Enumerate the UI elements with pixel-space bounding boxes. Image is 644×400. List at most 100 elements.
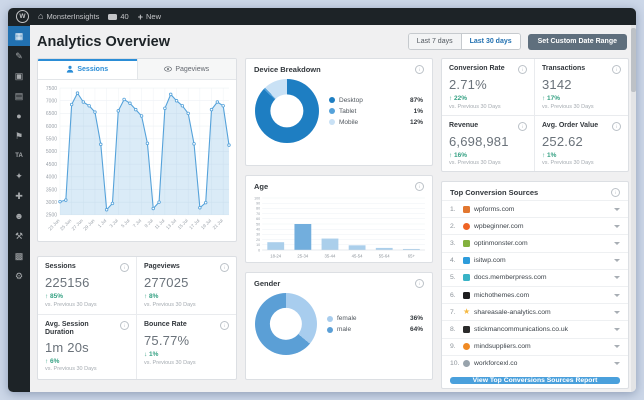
sidebar-item-feedback[interactable]: ⚑ (8, 126, 30, 146)
eye-icon (164, 66, 173, 72)
info-icon[interactable] (612, 121, 621, 131)
donut-hole (269, 307, 303, 341)
chevron-down-icon[interactable] (614, 276, 620, 280)
stat-change: ↑ 22% (449, 95, 468, 102)
new-menu[interactable]: + New (138, 12, 161, 22)
comments-menu[interactable]: 40 (108, 12, 129, 21)
sidebar-item-comments[interactable]: ● (8, 106, 30, 126)
chevron-down-icon[interactable] (614, 362, 620, 366)
stat-sub: vs. Previous 30 Days (542, 160, 594, 166)
favicon-icon (463, 291, 470, 299)
source-rank: 2. (450, 222, 456, 230)
svg-text:90: 90 (256, 202, 260, 206)
chevron-down-icon[interactable] (614, 241, 620, 245)
svg-text:18-24: 18-24 (270, 254, 282, 259)
sidebar-item-pages[interactable]: ▤ (8, 86, 30, 106)
source-row-wpforms-com[interactable]: 1. wpforms.com (442, 200, 628, 217)
info-icon[interactable] (415, 65, 424, 74)
star-favicon-icon: ★ (463, 307, 471, 317)
source-row-stickmancommunications-co-uk[interactable]: 8. stickmancommunications.co.uk (442, 320, 628, 337)
info-icon[interactable] (518, 121, 527, 131)
info-icon[interactable] (612, 65, 621, 74)
sidebar-item-posts[interactable]: ✎ (8, 46, 30, 66)
source-rank: 9. (450, 343, 456, 351)
sidebar-item-ta-plugin[interactable]: TA (8, 146, 30, 166)
legend-dot-icon (329, 108, 335, 114)
stat-card-head: Conversion Rate (449, 65, 527, 74)
stat-change: ↑ 85% (45, 293, 64, 300)
stat-card-head: Pageviews (144, 263, 229, 272)
legend-value: 12% (409, 118, 423, 126)
stat-title: Pageviews (144, 263, 180, 270)
site-menu[interactable]: ⌂ MonsterInsights (38, 11, 99, 22)
source-row-shareasale-analytics-com[interactable]: 7. ★ shareasale-analytics.com (442, 303, 628, 320)
stat-card-head: Bounce Rate (144, 321, 229, 331)
sidebar-item-insights[interactable]: ⚙ (8, 266, 30, 286)
set-custom-date-range-button[interactable]: Set Custom Date Range (527, 33, 627, 50)
info-icon[interactable] (518, 65, 527, 74)
legend-row-female: female 36% (327, 315, 423, 322)
device-donut-chart (255, 79, 319, 143)
sidebar-item-users[interactable]: ☻ (8, 206, 30, 226)
scrollbar-thumb[interactable] (631, 28, 636, 92)
sidebar-item-tools[interactable]: ⚒ (8, 226, 30, 246)
source-domain: docs.memberpress.com (474, 274, 547, 282)
sidebar-item-dashboard[interactable]: ▦ (8, 26, 30, 46)
stat-card-sessions: Sessions 225156 ↑ 85%vs. Previous 30 Days (38, 257, 137, 316)
legend-row-desktop: Desktop 87% (329, 97, 423, 104)
svg-text:4000: 4000 (46, 175, 57, 181)
source-domain: michothemes.com (474, 291, 530, 299)
source-rank: 10. (450, 360, 460, 368)
tab-pageviews[interactable]: Pageviews (136, 59, 237, 79)
stat-card-bounce-rate: Bounce Rate 75.77% ↓ 1%vs. Previous 30 Day… (137, 315, 236, 379)
chevron-down-icon[interactable] (614, 310, 620, 314)
svg-text:1 Jul: 1 Jul (97, 218, 107, 228)
chevron-down-icon[interactable] (614, 327, 620, 331)
tab-sessions[interactable]: Sessions (38, 59, 137, 79)
sidebar-item-settings[interactable]: ▩ (8, 246, 30, 266)
sidebar-item-plugins[interactable]: ✚ (8, 186, 30, 206)
scrollbar[interactable] (631, 25, 636, 392)
source-rank: 3. (450, 239, 456, 247)
comments-count: 40 (120, 12, 129, 21)
chevron-down-icon[interactable] (614, 345, 620, 349)
svg-text:80: 80 (256, 207, 260, 211)
info-icon[interactable] (220, 263, 229, 272)
stat-value: 6,698,981 (449, 133, 509, 149)
source-row-mindsuppliers-com[interactable]: 9. mindsuppliers.com (442, 337, 628, 355)
info-icon[interactable] (611, 188, 620, 197)
source-row-docs-memberpress-com[interactable]: 5. docs.memberpress.com (442, 268, 628, 286)
chevron-down-icon[interactable] (614, 293, 620, 297)
chevron-down-icon[interactable] (614, 207, 620, 211)
source-row-isitwp-com[interactable]: 4. isitwp.com (442, 251, 628, 269)
home-icon: ⌂ (38, 11, 44, 21)
dashboard-grid: Sessions Pageviews 2500 3000 3500 4000 4500 5… (37, 58, 629, 389)
favicon-icon (463, 274, 470, 282)
wordpress-logo-icon[interactable]: W (16, 10, 29, 23)
legend-dot-icon (329, 119, 335, 125)
stat-title: Avg. Session Duration (45, 321, 89, 336)
stat-change: ↓ 1% (144, 351, 159, 359)
source-row-workforcexl-co[interactable]: 10. workforcexl.co (442, 354, 628, 372)
stat-sub: vs. Previous 30 Days (45, 366, 97, 373)
info-icon[interactable] (220, 321, 229, 331)
last-30-days-button[interactable]: Last 30 days (461, 34, 520, 49)
info-icon[interactable] (415, 279, 424, 288)
device-donut-row: Desktop 87% Tablet 1% Mobile 12% (246, 77, 432, 151)
source-row-optinmonster-com[interactable]: 3. optinmonster.com (442, 234, 628, 251)
svg-text:4500: 4500 (46, 162, 57, 168)
gender-panel: Gender female 36% male 64% (245, 272, 433, 380)
info-icon[interactable] (120, 263, 129, 272)
sidebar-item-media[interactable]: ▣ (8, 66, 30, 86)
source-row-michothemes-com[interactable]: 6. michothemes.com (442, 285, 628, 303)
source-row-wpbeginner-com[interactable]: 2. wpbeginner.com (442, 217, 628, 234)
stat-card-avg-order-value: Avg. Order Value 252.62 ↑ 1%vs. Previous 3… (535, 116, 628, 172)
sidebar-item-appearance[interactable]: ✦ (8, 166, 30, 186)
last-7-days-button[interactable]: Last 7 days (408, 34, 462, 49)
chevron-down-icon[interactable] (614, 259, 620, 263)
info-icon[interactable] (120, 321, 129, 331)
stat-value: 252.62 (542, 133, 583, 149)
info-icon[interactable] (415, 182, 424, 191)
view-top-conversion-sources-report-button[interactable]: View Top Conversions Sources Report (450, 376, 620, 384)
chevron-down-icon[interactable] (614, 224, 620, 228)
